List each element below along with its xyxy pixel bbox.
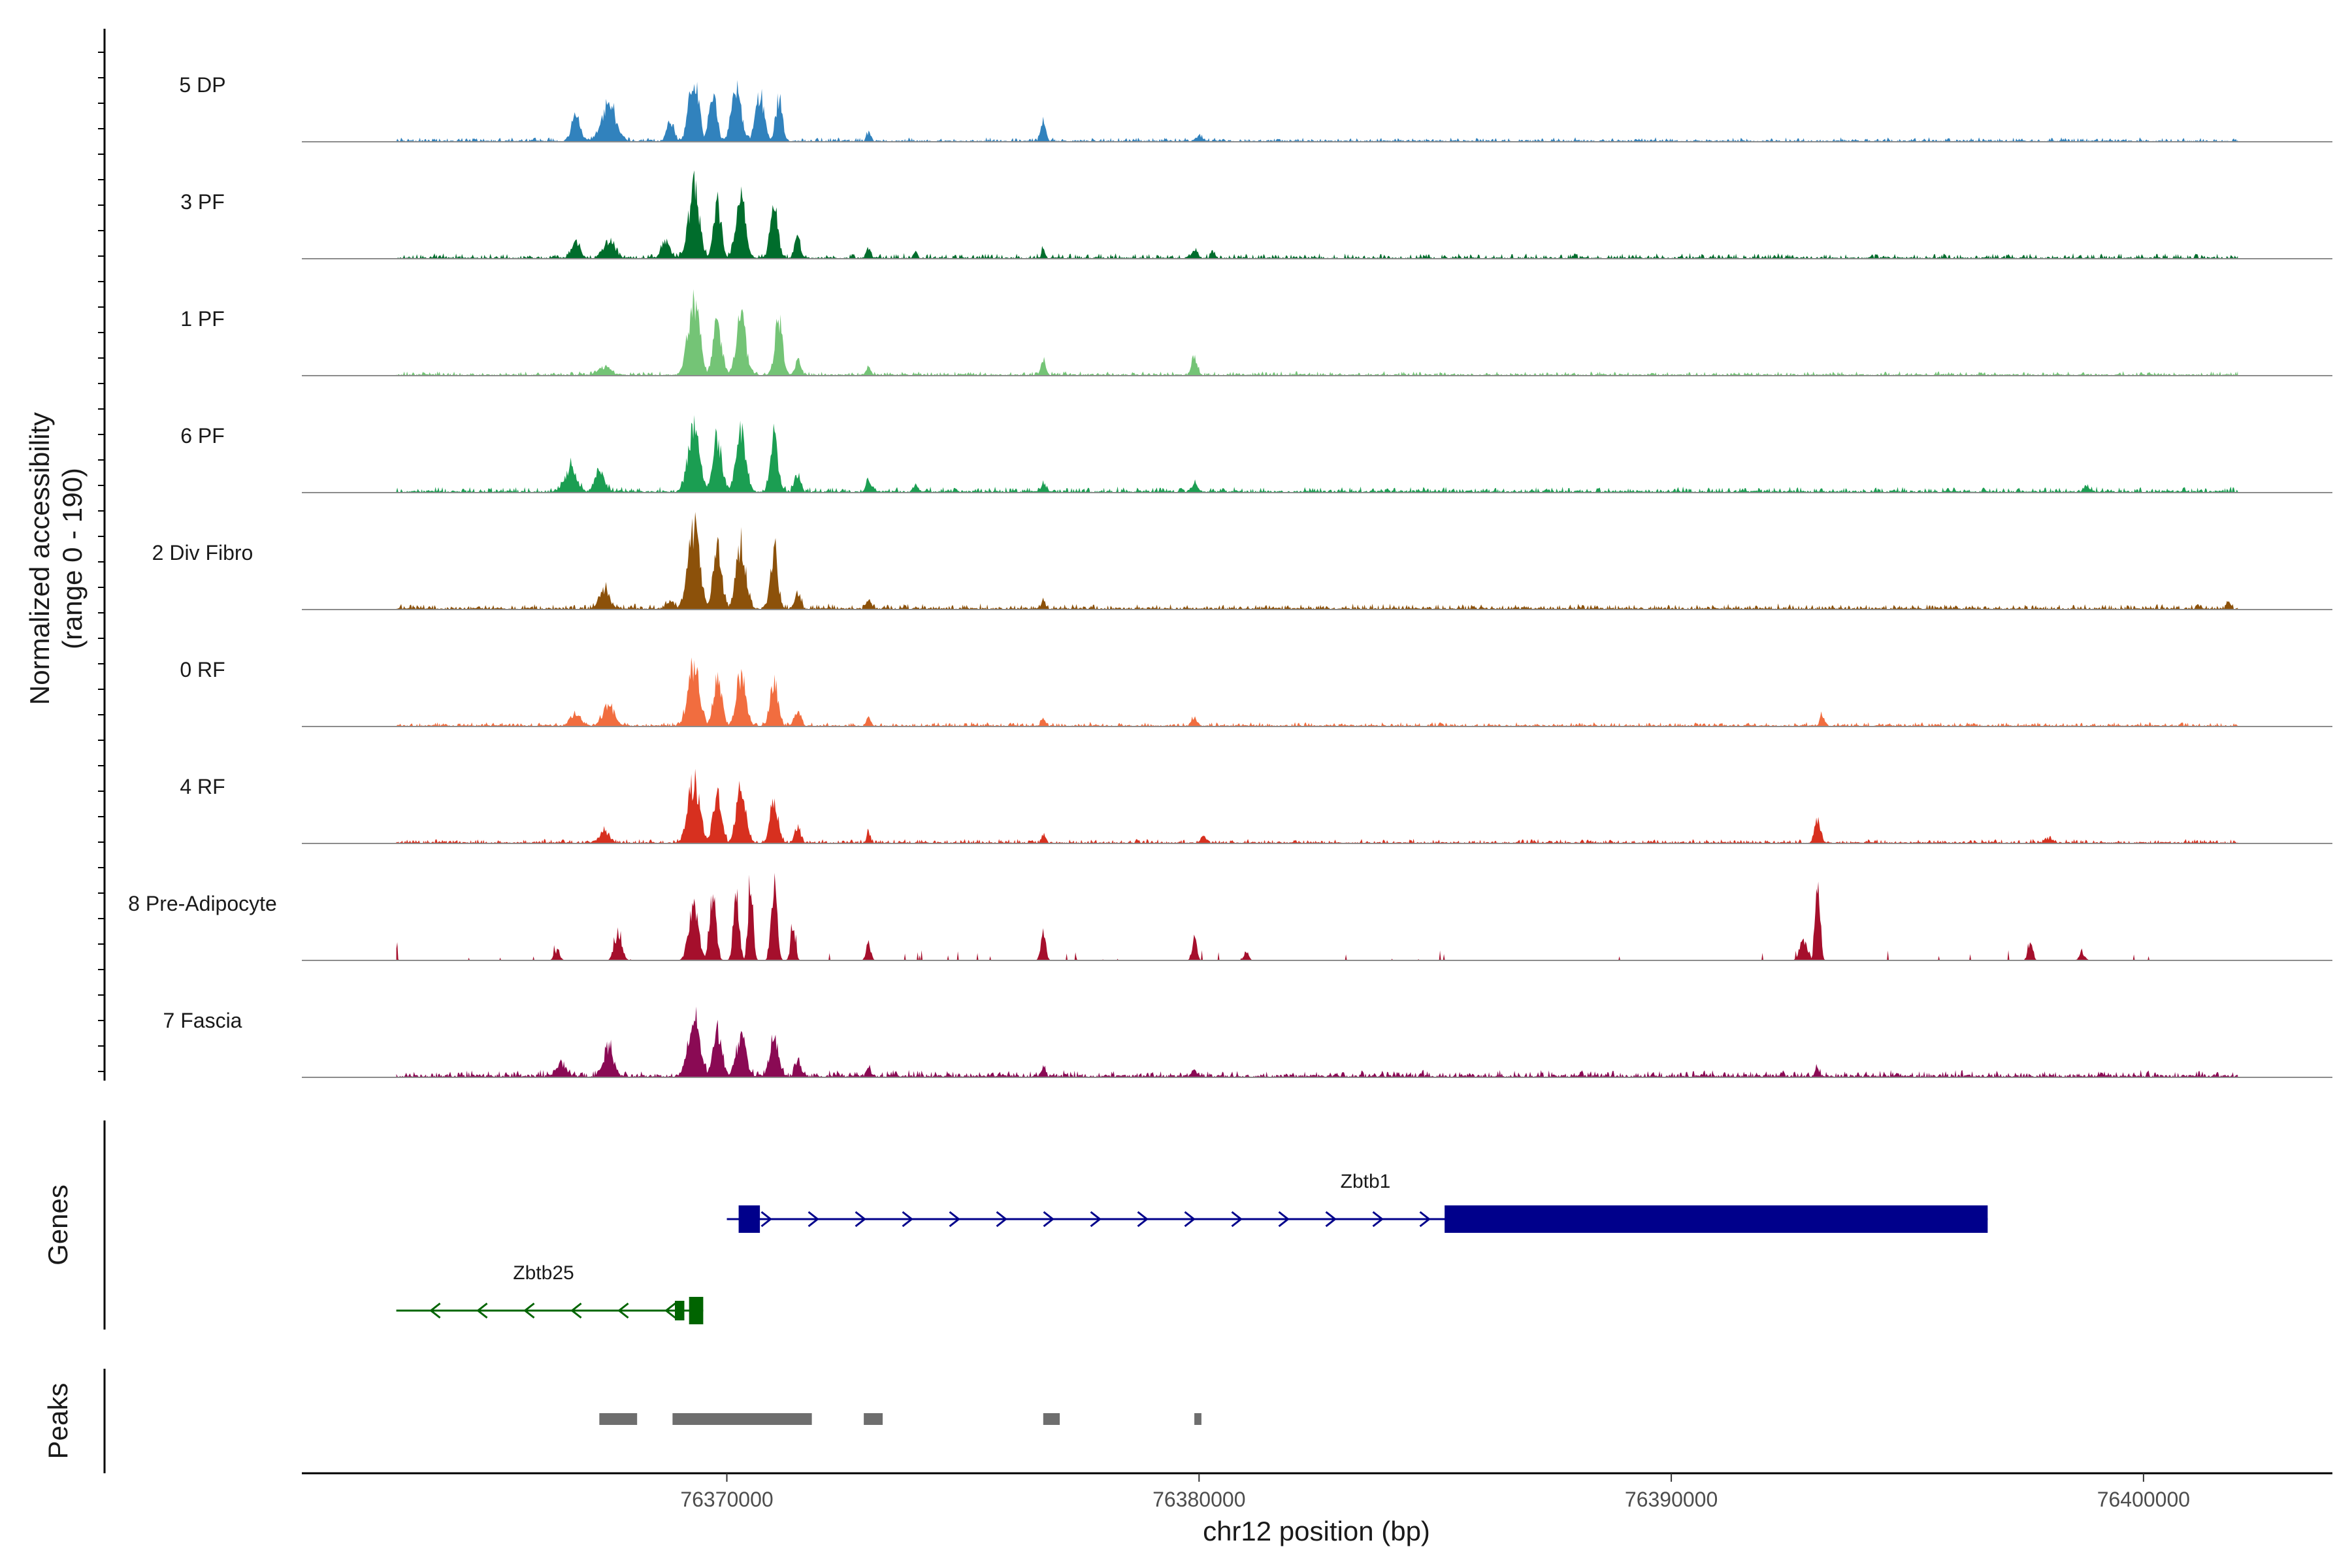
strand-arrow [949, 1211, 960, 1228]
track-label: 5 DP [179, 73, 225, 97]
peak-region [599, 1413, 638, 1425]
y-axis-title: Normalized accessibility (range 0 - 190) [24, 412, 88, 705]
track-label: 1 PF [180, 307, 225, 331]
strand-arrow [760, 1211, 772, 1228]
strand-arrow [617, 1302, 629, 1319]
coverage-area [396, 512, 2238, 610]
gene-exon [738, 1205, 760, 1233]
strand-arrow [570, 1302, 582, 1319]
gene-zbtb1: Zbtb1 [727, 1171, 1988, 1233]
track-7-fascia: 7 Fascia [163, 1006, 2332, 1078]
strand-arrow [1231, 1211, 1243, 1228]
coverage-area [396, 80, 2238, 142]
strand-arrow [1278, 1211, 1290, 1228]
x-tick-label: 76370000 [680, 1488, 773, 1511]
coverage-area [396, 415, 2238, 493]
strand-arrow [1137, 1211, 1149, 1228]
strand-arrow [855, 1211, 866, 1228]
strand-arrow [1419, 1211, 1431, 1228]
peak-region [1043, 1413, 1060, 1425]
track-2-div-fibro: 2 Div Fibro [152, 512, 2332, 610]
gene-exon [1445, 1205, 1988, 1233]
strand-arrow [1184, 1211, 1196, 1228]
coverage-area [396, 768, 2238, 843]
coverage-y-axis-ticks [98, 52, 105, 1072]
x-tick-label: 76390000 [1625, 1488, 1718, 1511]
accessibility-tracks: 5 DP 3 PF 1 PF 6 PF 2 Div Fibro 0 RF 4 RF 8 Pre… [128, 73, 2332, 1078]
track-3-pf: 3 PF [180, 170, 2332, 259]
track-label: 7 Fascia [163, 1009, 242, 1032]
coverage-area [396, 1006, 2238, 1077]
strand-arrow [476, 1302, 488, 1319]
gene-label: Zbtb1 [1341, 1171, 1391, 1192]
strand-arrow [1325, 1211, 1337, 1228]
coverage-area [396, 657, 2238, 727]
peak-regions-panel [599, 1413, 1201, 1425]
strand-arrow [664, 1302, 676, 1319]
gene-exon [675, 1301, 685, 1320]
track-0-rf: 0 RF [180, 657, 2332, 727]
track-label: 0 RF [180, 658, 225, 681]
track-label: 4 RF [180, 775, 225, 798]
track-label: 2 Div Fibro [152, 541, 253, 564]
gene-annotation-panel: Zbtb1 Zbtb25 [396, 1171, 1988, 1324]
gene-zbtb25: Zbtb25 [396, 1262, 704, 1324]
track-label: 6 PF [180, 424, 225, 448]
track-6-pf: 6 PF [180, 415, 2332, 493]
x-tick-label: 76380000 [1152, 1488, 1245, 1511]
x-axis-ticks: 76370000 76380000 76390000 76400000 [680, 1473, 2190, 1511]
x-tick-label: 76400000 [2097, 1488, 2190, 1511]
strand-arrow [902, 1211, 913, 1228]
gene-exon [689, 1297, 704, 1324]
strand-arrow [429, 1302, 441, 1319]
peak-region [672, 1413, 812, 1425]
y-axis-title-line2: (range 0 - 190) [57, 468, 88, 649]
track-label: 3 PF [180, 190, 225, 214]
strand-arrow [1372, 1211, 1384, 1228]
genes-panel-label: Genes [42, 1184, 73, 1266]
x-axis-title: chr12 position (bp) [1203, 1516, 1430, 1546]
coverage-area [396, 289, 2238, 376]
peaks-panel-label: Peaks [42, 1383, 73, 1460]
coverage-area [396, 170, 2238, 259]
strand-arrow [1043, 1211, 1054, 1228]
track-5-dp: 5 DP [179, 73, 2332, 142]
track-4-rf: 4 RF [180, 768, 2332, 844]
y-axis-title-line1: Normalized accessibility [24, 412, 55, 705]
track-label: 8 Pre-Adipocyte [128, 892, 277, 915]
strand-arrow [523, 1302, 535, 1319]
peak-region [1194, 1413, 1201, 1425]
track-8-pre-adipocyte: 8 Pre-Adipocyte [128, 873, 2332, 961]
strand-arrow [808, 1211, 819, 1228]
track-1-pf: 1 PF [180, 289, 2332, 376]
strand-arrow [1090, 1211, 1102, 1228]
strand-arrow [996, 1211, 1007, 1228]
gene-label: Zbtb25 [513, 1262, 574, 1284]
peak-region [864, 1413, 883, 1425]
coverage-area [396, 873, 2238, 960]
